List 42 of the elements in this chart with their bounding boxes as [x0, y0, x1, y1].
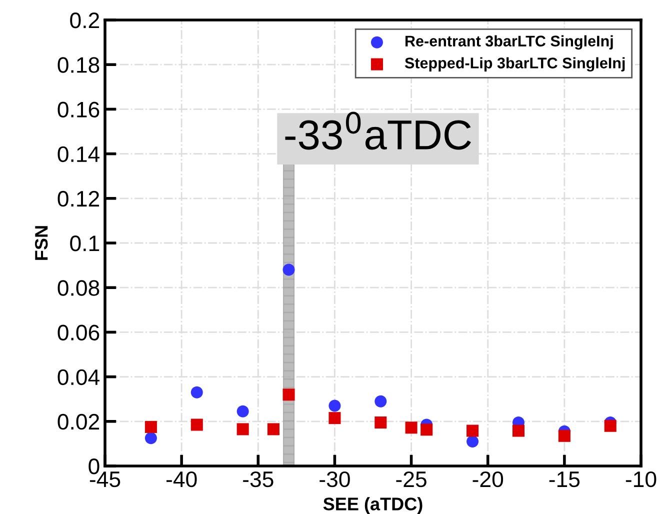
- band-label: -33$^{0}$aTDC: [285, 112, 471, 150]
- x-tick-label: -20: [472, 471, 504, 488]
- point: [604, 420, 616, 432]
- legend-label: Re-entrant 3barLTC SingleInj: [406, 35, 613, 50]
- point: [466, 424, 479, 437]
- y-tick-label: 0.16: [58, 102, 100, 118]
- y-axis-title: FSN: [34, 226, 48, 260]
- y-tick-label: 0.02: [58, 414, 100, 430]
- x-tick-label: -30: [320, 471, 350, 488]
- y-tick-label: 0.08: [58, 280, 100, 296]
- x-tick-label: -10: [626, 471, 656, 488]
- y-tick-label: 0.14: [58, 146, 100, 162]
- x-tick-label: -15: [549, 472, 580, 488]
- point: [374, 395, 387, 408]
- point: [405, 422, 418, 434]
- x-axis-title: SEE (aTDC): [323, 497, 422, 514]
- y-tick-label: 0.2: [70, 12, 100, 28]
- point: [512, 424, 524, 437]
- point: [282, 388, 295, 401]
- point: [558, 430, 570, 442]
- x-tick-label: -40: [166, 471, 197, 488]
- legend-label: Stepped-Lip 3barLTC SingleInj: [404, 57, 625, 72]
- point: [236, 405, 249, 418]
- y-tick-label: 0.1: [70, 236, 100, 252]
- point: [267, 423, 280, 436]
- y-tick-label: 0.06: [58, 324, 100, 340]
- y-tick-label: 0.04: [58, 369, 100, 386]
- point: [236, 423, 249, 436]
- point: [328, 412, 341, 424]
- x-tick-label: -25: [396, 471, 426, 488]
- point: [190, 386, 203, 398]
- point: [282, 264, 295, 276]
- point: [374, 416, 387, 429]
- point: [144, 420, 157, 433]
- point: [328, 400, 341, 412]
- point: [144, 432, 157, 444]
- y-tick-label: 0.12: [58, 190, 100, 207]
- x-tick-label: -35: [243, 471, 274, 488]
- y-tick-label: 0.18: [58, 57, 100, 73]
- point: [420, 424, 433, 436]
- point: [466, 435, 479, 448]
- point: [190, 418, 203, 431]
